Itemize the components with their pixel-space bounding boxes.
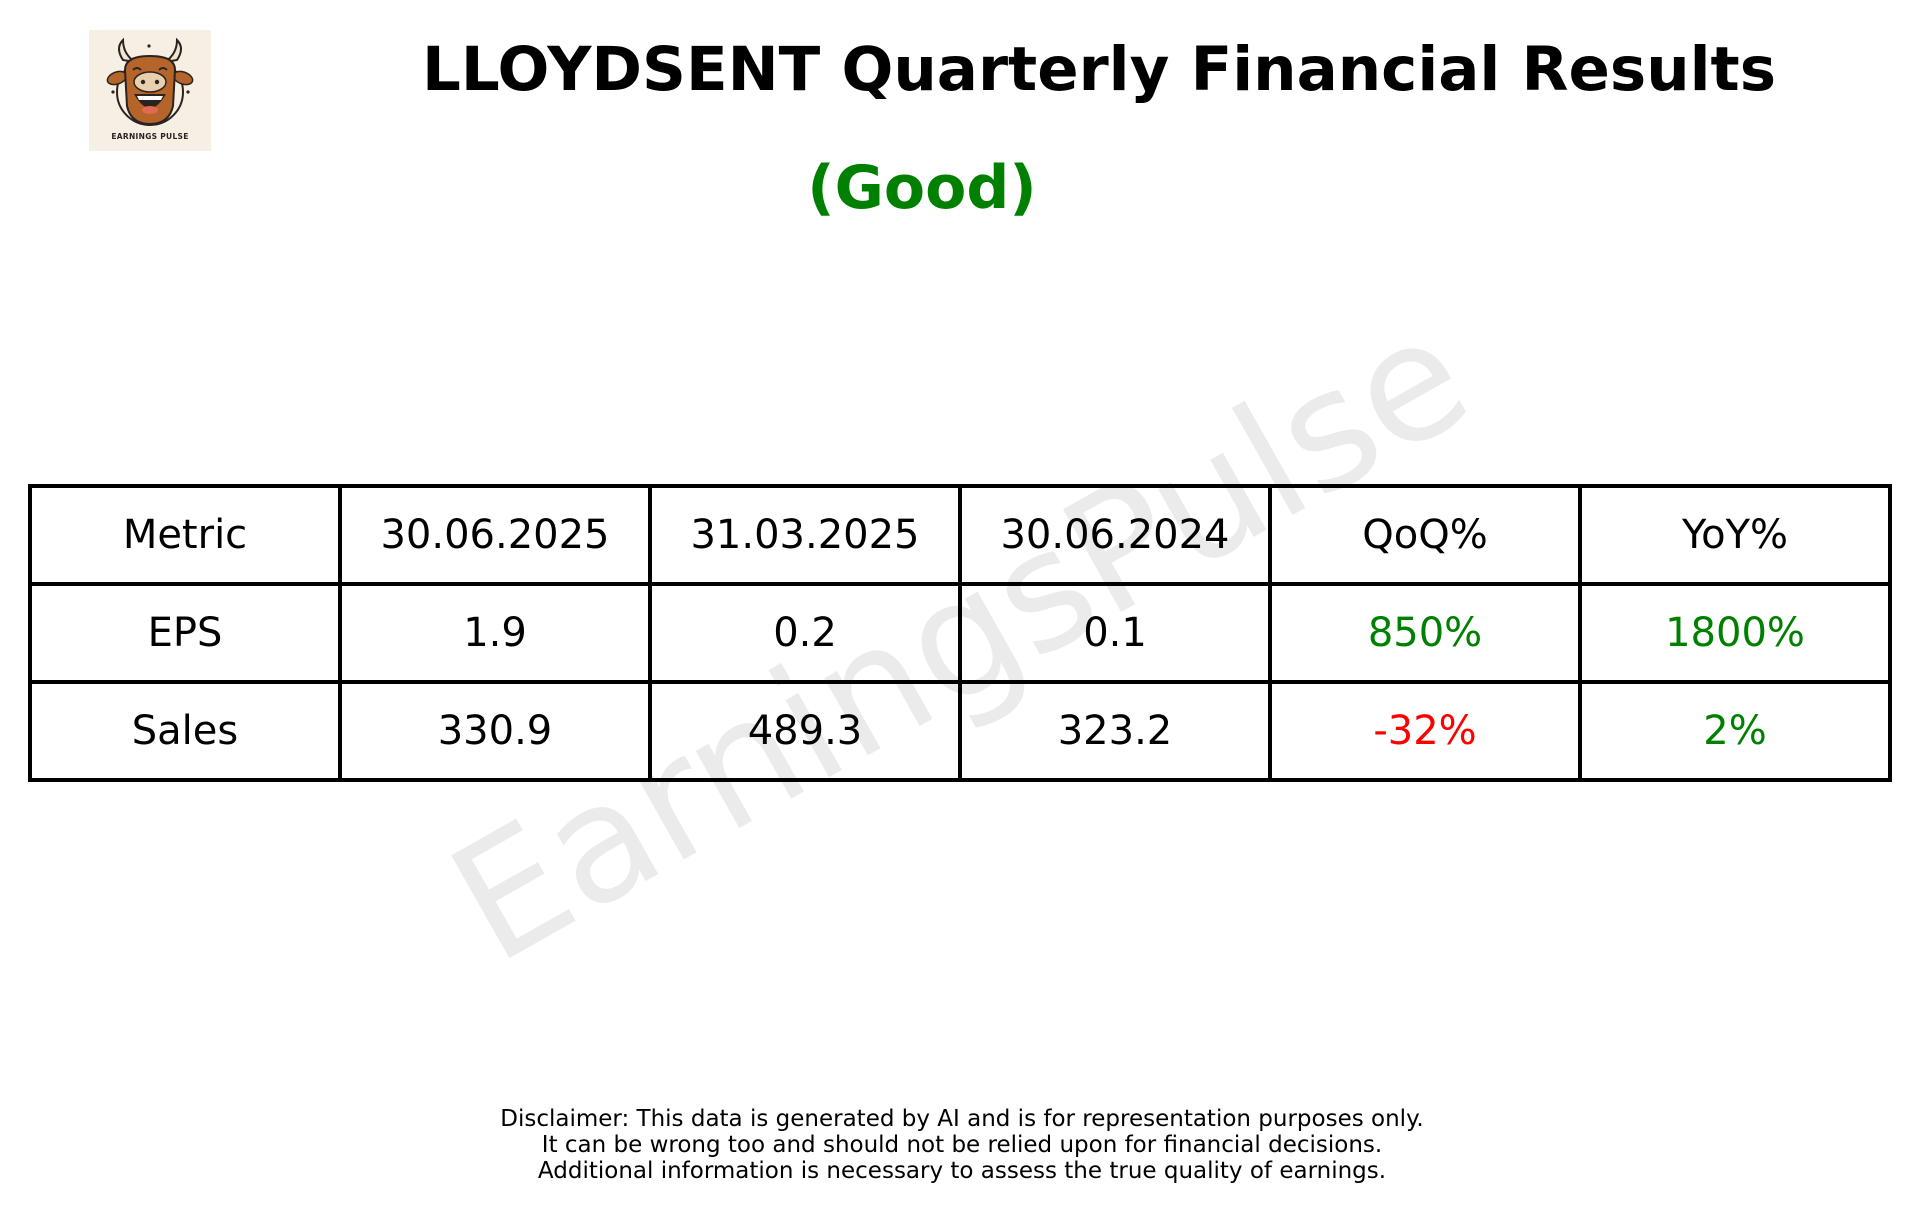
table-row: EPS 1.9 0.2 0.1 850% 1800% xyxy=(28,582,1892,684)
value-cell: 0.2 xyxy=(648,582,962,684)
page-title: LLOYDSENT Quarterly Financial Results xyxy=(421,34,1777,105)
results-table: Metric 30.06.2025 31.03.2025 30.06.2024 … xyxy=(28,484,1892,782)
column-header: 30.06.2024 xyxy=(958,484,1272,586)
value-cell: 489.3 xyxy=(648,680,962,782)
disclaimer-line: It can be wrong too and should not be re… xyxy=(541,1132,1383,1158)
column-header: Metric xyxy=(28,484,342,586)
table-row: Sales 330.9 489.3 323.2 -32% 2% xyxy=(28,680,1892,782)
column-header: QoQ% xyxy=(1268,484,1582,586)
earnings-pulse-logo: EARNINGS PULSE xyxy=(89,30,211,151)
metric-cell: Sales xyxy=(28,680,342,782)
yoy-cell: 1800% xyxy=(1578,582,1892,684)
column-header: 31.03.2025 xyxy=(648,484,962,586)
logo-text: EARNINGS PULSE xyxy=(111,132,189,141)
disclaimer-line: Additional information is necessary to a… xyxy=(537,1158,1387,1184)
disclaimer-line: Disclaimer: This data is generated by AI… xyxy=(500,1106,1424,1132)
column-header: 30.06.2025 xyxy=(338,484,652,586)
laughing-bull-icon xyxy=(106,37,194,126)
table-header-row: Metric 30.06.2025 31.03.2025 30.06.2024 … xyxy=(28,484,1892,586)
metric-cell: EPS xyxy=(28,582,342,684)
verdict-label: (Good) xyxy=(807,153,1037,223)
value-cell: 323.2 xyxy=(958,680,1272,782)
qoq-cell: -32% xyxy=(1268,680,1582,782)
value-cell: 0.1 xyxy=(958,582,1272,684)
yoy-cell: 2% xyxy=(1578,680,1892,782)
disclaimer: Disclaimer: This data is generated by AI… xyxy=(0,1106,1919,1184)
qoq-cell: 850% xyxy=(1268,582,1582,684)
value-cell: 1.9 xyxy=(338,582,652,684)
column-header: YoY% xyxy=(1578,484,1892,586)
value-cell: 330.9 xyxy=(338,680,652,782)
